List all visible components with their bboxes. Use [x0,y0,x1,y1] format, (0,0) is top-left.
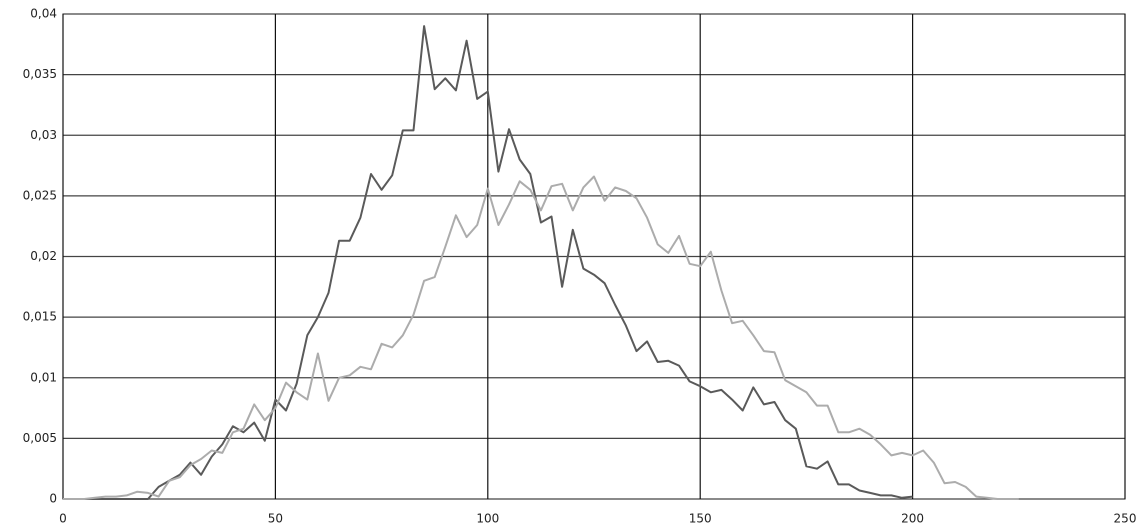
x-tick-label: 250 [1114,512,1137,526]
y-tick-label: 0,025 [23,188,57,202]
series-line [63,175,1019,500]
y-tick-label: 0,03 [30,128,57,142]
y-tick-label: 0 [49,492,57,506]
y-tick-label: 0,015 [23,310,57,324]
x-tick-label: 50 [268,512,283,526]
x-tick-label: 200 [901,512,924,526]
y-tick-label: 0,005 [23,431,57,445]
x-tick-label: 0 [59,512,67,526]
y-tick-label: 0,02 [30,249,57,263]
x-tick-label: 150 [689,512,712,526]
series-line [63,25,913,500]
y-tick-label: 0,01 [30,370,57,384]
y-tick-label: 0,035 [23,67,57,81]
x-tick-label: 100 [476,512,499,526]
y-tick-label: 0,04 [30,7,57,21]
